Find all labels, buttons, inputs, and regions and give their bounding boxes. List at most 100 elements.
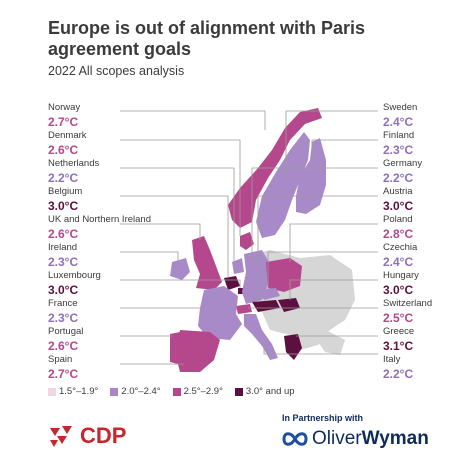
leader-denmark bbox=[120, 139, 241, 236]
map-norway bbox=[228, 108, 322, 228]
country-name: Germany bbox=[383, 158, 423, 169]
leader-ireland bbox=[120, 251, 179, 262]
legend-swatch bbox=[172, 387, 181, 396]
country-name: Norway bbox=[48, 102, 81, 113]
country-name: Greece bbox=[383, 326, 415, 337]
country-value: 2.6°C bbox=[48, 143, 79, 157]
map-denmark bbox=[240, 232, 254, 250]
country-value: 3.0°C bbox=[383, 199, 414, 213]
leader-uk bbox=[120, 223, 201, 240]
legend-label: 2.5°–2.9° bbox=[183, 386, 223, 397]
label-poland: Poland 2.8°C bbox=[383, 214, 413, 241]
oliverwyman-logo: OliverWyman bbox=[282, 428, 429, 450]
legend-item: 3.0° and up bbox=[234, 386, 295, 397]
map-sweden bbox=[256, 132, 310, 238]
country-value: 3.0°C bbox=[48, 283, 79, 297]
leader-sweden bbox=[285, 110, 378, 180]
label-belgium: Belgium 3.0°C bbox=[48, 186, 82, 213]
map-belgium bbox=[224, 276, 240, 290]
country-name: Sweden bbox=[383, 102, 418, 113]
label-czechia: Czechia 2.4°C bbox=[383, 242, 417, 269]
country-name: Spain bbox=[48, 354, 73, 365]
country-name: Netherlands bbox=[48, 158, 100, 169]
label-luxembourg: Luxembourg 3.0°C bbox=[48, 270, 101, 297]
label-sweden: Sweden 2.4°C bbox=[383, 102, 417, 129]
country-value: 2.7°C bbox=[48, 115, 79, 129]
label-germany: Germany 2.2°C bbox=[383, 158, 422, 185]
label-spain: Spain 2.7°C bbox=[48, 354, 78, 381]
legend-swatch bbox=[48, 387, 56, 396]
cdp-logo: CDP bbox=[48, 422, 126, 450]
country-value: 2.2°C bbox=[48, 171, 79, 185]
cdp-triangles-icon bbox=[50, 426, 72, 447]
country-value: 2.3°C bbox=[48, 311, 79, 325]
ow-logo-text-1: Oliver bbox=[312, 428, 362, 449]
legend-label: 2.0°–2.4° bbox=[121, 386, 161, 397]
country-name: Denmark bbox=[48, 130, 87, 141]
map-greece bbox=[284, 334, 302, 360]
leader-finland bbox=[311, 139, 378, 160]
country-name: Hungary bbox=[383, 270, 419, 281]
leader-lines-left bbox=[120, 110, 266, 365]
label-switzerland: Switzerland 2.5°C bbox=[383, 298, 432, 325]
country-value: 2.3°C bbox=[48, 255, 79, 269]
map-switzerland bbox=[236, 304, 252, 314]
leader-hungary bbox=[289, 279, 378, 300]
label-portugal: Portugal 2.6°C bbox=[48, 326, 83, 353]
label-netherlands: Netherlands 2.2°C bbox=[48, 158, 99, 185]
leader-lines-right bbox=[248, 110, 378, 355]
partner-text: In Partnership with bbox=[282, 413, 364, 423]
legend-swatch bbox=[234, 387, 243, 396]
country-name: Portugal bbox=[48, 326, 84, 337]
country-value: 2.6°C bbox=[48, 227, 79, 241]
map-italy bbox=[244, 314, 278, 360]
country-name: Belgium bbox=[48, 186, 83, 197]
country-value: 3.0°C bbox=[383, 283, 414, 297]
label-greece: Greece 3.1°C bbox=[383, 326, 414, 353]
label-ireland: Ireland 2.3°C bbox=[48, 242, 78, 269]
country-name: UK and Northern Ireland bbox=[48, 214, 151, 225]
map-czechia bbox=[258, 288, 280, 300]
map-hungary bbox=[278, 298, 300, 312]
country-name: Italy bbox=[383, 354, 401, 365]
label-denmark: Denmark 2.6°C bbox=[48, 130, 87, 157]
country-value: 2.6°C bbox=[48, 339, 79, 353]
country-name: Luxembourg bbox=[48, 270, 101, 281]
label-austria: Austria 3.0°C bbox=[383, 186, 413, 213]
legend-item: 2.0°–2.4° bbox=[110, 386, 161, 397]
country-value: 2.3°C bbox=[383, 143, 414, 157]
label-france: France 2.3°C bbox=[48, 298, 78, 325]
legend-label: 1.5°–1.9° bbox=[59, 386, 99, 397]
label-italy: Italy 2.2°C bbox=[383, 354, 413, 381]
ow-logo-text-2: Wyman bbox=[361, 428, 429, 449]
oliverwyman-loop-icon bbox=[282, 432, 308, 446]
label-norway: Norway 2.7°C bbox=[48, 102, 80, 129]
country-name: France bbox=[48, 298, 78, 309]
map-france bbox=[198, 286, 242, 340]
country-name: Czechia bbox=[383, 242, 418, 253]
leader-austria bbox=[257, 195, 378, 302]
label-uk: UK and Northern Ireland 2.6°C bbox=[48, 214, 151, 241]
country-value: 2.2°C bbox=[383, 367, 414, 381]
leader-luxembourg bbox=[120, 279, 241, 288]
map-spain bbox=[176, 330, 220, 372]
country-value: 2.7°C bbox=[48, 367, 79, 381]
legend-swatch bbox=[110, 387, 119, 396]
country-value: 2.4°C bbox=[383, 115, 414, 129]
legend-label: 3.0° and up bbox=[245, 386, 295, 397]
country-value: 2.5°C bbox=[383, 311, 414, 325]
legend-item: 1.5°–1.9° bbox=[48, 386, 98, 397]
map-portugal bbox=[170, 332, 180, 364]
label-finland: Finland 2.3°C bbox=[383, 130, 414, 157]
country-value: 3.0°C bbox=[48, 199, 79, 213]
cdp-logo-text: CDP bbox=[80, 423, 127, 448]
country-value: 2.2°C bbox=[383, 171, 414, 185]
leader-norway bbox=[120, 110, 266, 130]
map-finland bbox=[296, 138, 326, 214]
map-uk bbox=[192, 236, 222, 290]
map-netherlands bbox=[232, 258, 244, 274]
country-value: 2.8°C bbox=[383, 227, 414, 241]
leader-netherlands bbox=[120, 167, 235, 262]
map-austria bbox=[252, 300, 280, 312]
map-poland bbox=[266, 258, 302, 292]
